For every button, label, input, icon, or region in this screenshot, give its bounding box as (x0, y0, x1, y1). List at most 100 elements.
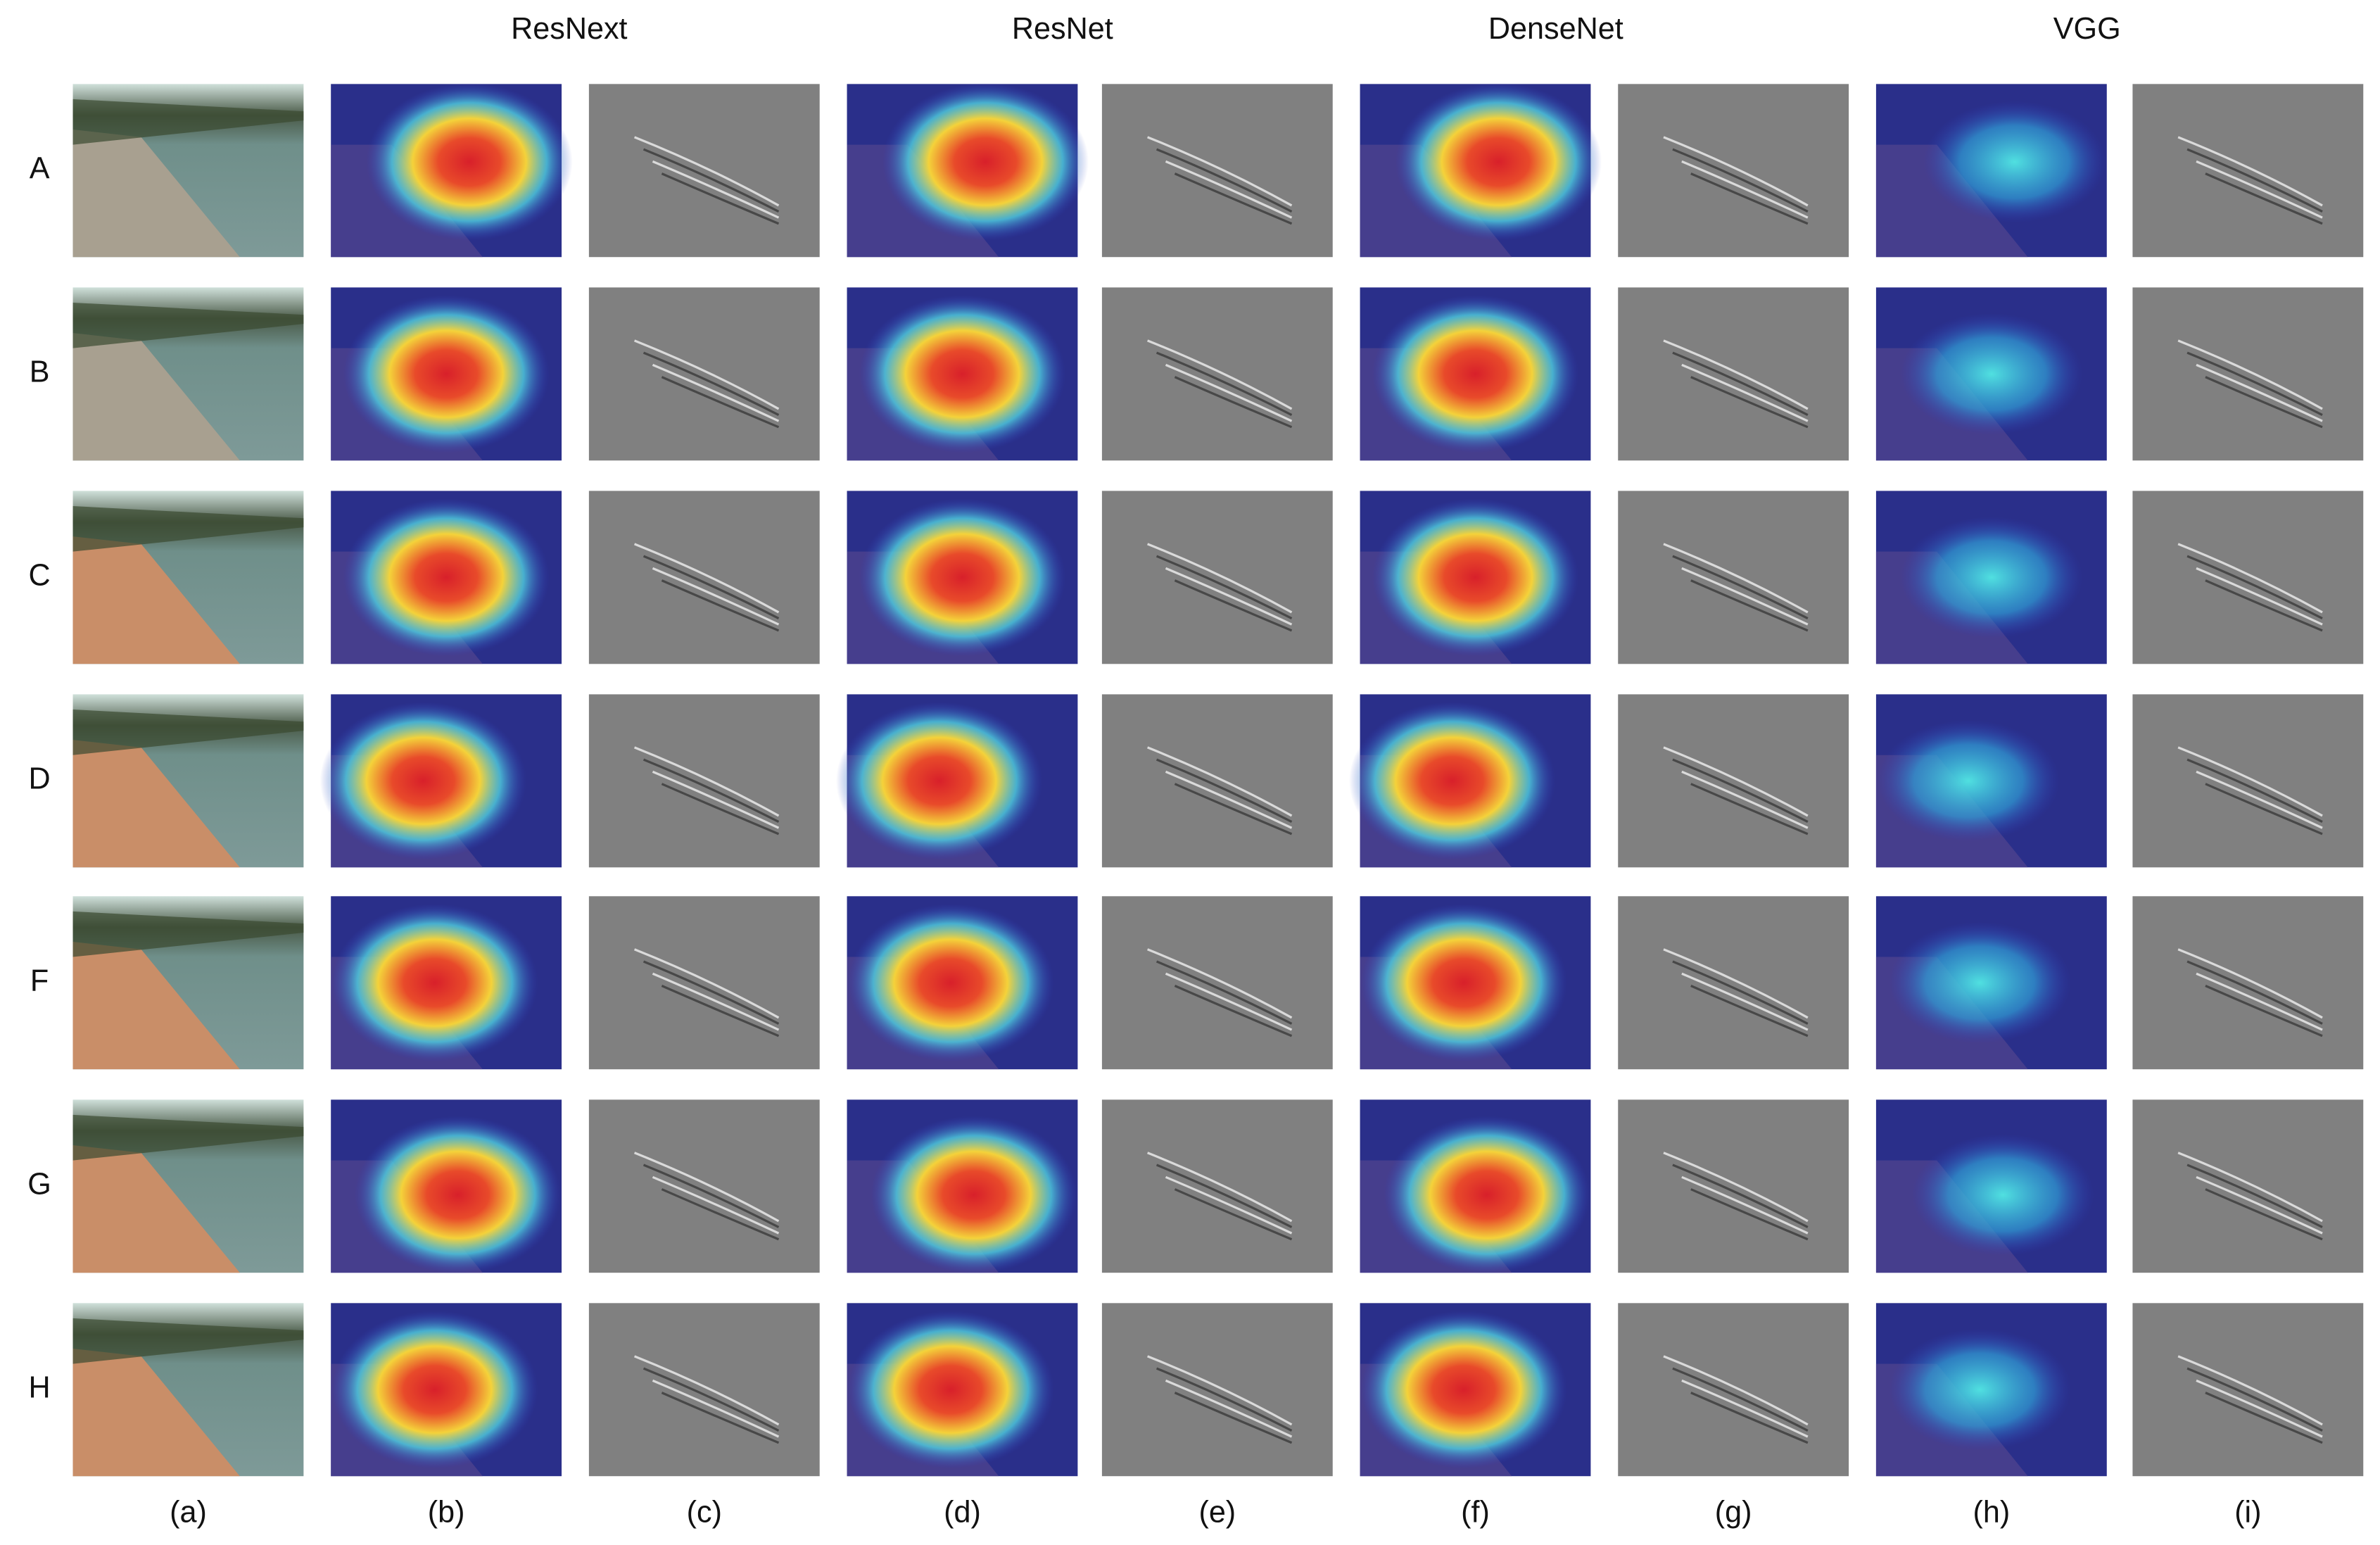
image-panel (2132, 896, 2364, 1070)
image-panel (1360, 1099, 1591, 1274)
saliency-stroke (652, 1379, 780, 1438)
column-label: (g) (1715, 1496, 1752, 1530)
image-panel (588, 287, 820, 461)
image-panel (847, 1303, 1078, 1477)
saliency-bg (2132, 1303, 2364, 1477)
saliency-bg (1618, 84, 1849, 258)
saliency-stroke (652, 567, 780, 626)
saliency-stroke (1681, 363, 1809, 422)
saliency-bg (588, 1303, 820, 1477)
saliency-bg (1101, 287, 1333, 461)
heatmap-blob (1889, 921, 2071, 1044)
saliency-stroke (2186, 1164, 2323, 1228)
saliency-stroke (2205, 783, 2323, 835)
image-panel (847, 1099, 1078, 1274)
saliency-stroke (1681, 770, 1809, 829)
saliency-stroke (643, 1164, 780, 1228)
image-panel (72, 694, 304, 868)
saliency-stroke (2205, 172, 2323, 225)
heatmap-blob (882, 82, 1089, 241)
image-panel (1875, 1303, 2107, 1477)
saliency-stroke (1174, 172, 1293, 225)
saliency-stroke (1147, 746, 1293, 817)
saliency-stroke (1690, 172, 1809, 225)
image-panel (331, 896, 562, 1070)
saliency-stroke (1165, 160, 1293, 219)
saliency-stroke (2196, 160, 2323, 219)
heatmap-blob (1395, 82, 1602, 241)
image-panel (72, 287, 304, 461)
image-panel (1360, 491, 1591, 664)
saliency-stroke (1165, 567, 1293, 626)
saliency-bg (1618, 1303, 1849, 1477)
saliency-bg (1101, 1099, 1333, 1273)
saliency-stroke (1156, 1367, 1293, 1432)
saliency-stroke (1147, 339, 1293, 410)
image-panel (1101, 491, 1333, 664)
image-panel (588, 694, 820, 868)
saliency-bg (588, 896, 820, 1070)
saliency-stroke (2177, 1355, 2323, 1426)
saliency-bg (1101, 1303, 1333, 1477)
image-panel (1349, 694, 1591, 868)
heatmap-blob (331, 1311, 538, 1469)
image-panel (1101, 694, 1333, 868)
column-label: (e) (1198, 1496, 1236, 1530)
saliency-stroke (1165, 972, 1293, 1031)
saliency-stroke (1663, 1355, 1809, 1426)
sand (72, 740, 240, 868)
saliency-stroke (2186, 555, 2323, 620)
saliency-stroke (2205, 985, 2323, 1038)
row-label: D (29, 762, 51, 796)
image-panel (1360, 287, 1591, 461)
saliency-stroke (1165, 363, 1293, 422)
saliency-stroke (652, 972, 780, 1031)
saliency-stroke (1147, 948, 1293, 1019)
saliency-stroke (652, 160, 780, 219)
heatmap-blob (1900, 517, 2083, 638)
saliency-stroke (643, 960, 780, 1025)
image-panel (1101, 287, 1333, 461)
image-panel (319, 694, 562, 868)
image-panel (1618, 1099, 1849, 1273)
image-panel (331, 1303, 562, 1477)
image-panel (847, 491, 1078, 664)
image-panel (1875, 491, 2107, 664)
column-header: ResNext (511, 12, 627, 46)
heatmap-blob (859, 295, 1066, 453)
saliency-stroke (1165, 770, 1293, 829)
column-label: (b) (428, 1496, 465, 1530)
heatmap-blob (1360, 1311, 1567, 1469)
image-panel (72, 1099, 304, 1273)
saliency-stroke (1147, 1152, 1293, 1223)
saliency-stroke (1663, 948, 1809, 1019)
heatmap-blob (354, 1116, 562, 1274)
saliency-stroke (1156, 1164, 1293, 1228)
saliency-stroke (1174, 1392, 1293, 1444)
saliency-bg (1618, 491, 1849, 664)
saliency-stroke (1681, 972, 1809, 1031)
heatmap-blob (871, 1116, 1077, 1274)
heatmap-blob (1923, 101, 2106, 223)
saliency-bg (588, 694, 820, 868)
sand (72, 536, 240, 664)
saliency-stroke (2196, 363, 2323, 422)
hill (72, 99, 304, 145)
saliency-stroke (661, 1188, 780, 1241)
image-panel (1101, 896, 1333, 1070)
image-panel (331, 287, 562, 461)
heatmap-blob (1900, 313, 2083, 435)
saliency-stroke (2205, 579, 2323, 632)
image-panel (836, 694, 1078, 868)
image-panel (1618, 491, 1849, 664)
saliency-bg (2132, 287, 2364, 461)
saliency-stroke (1681, 1175, 1809, 1235)
saliency-stroke (2196, 972, 2323, 1031)
saliency-stroke (1672, 1367, 1809, 1432)
column-label: (c) (687, 1496, 722, 1530)
column-header: DenseNet (1488, 12, 1623, 46)
saliency-stroke (633, 543, 780, 614)
column-header: ResNet (1012, 12, 1113, 46)
hill (72, 709, 304, 755)
